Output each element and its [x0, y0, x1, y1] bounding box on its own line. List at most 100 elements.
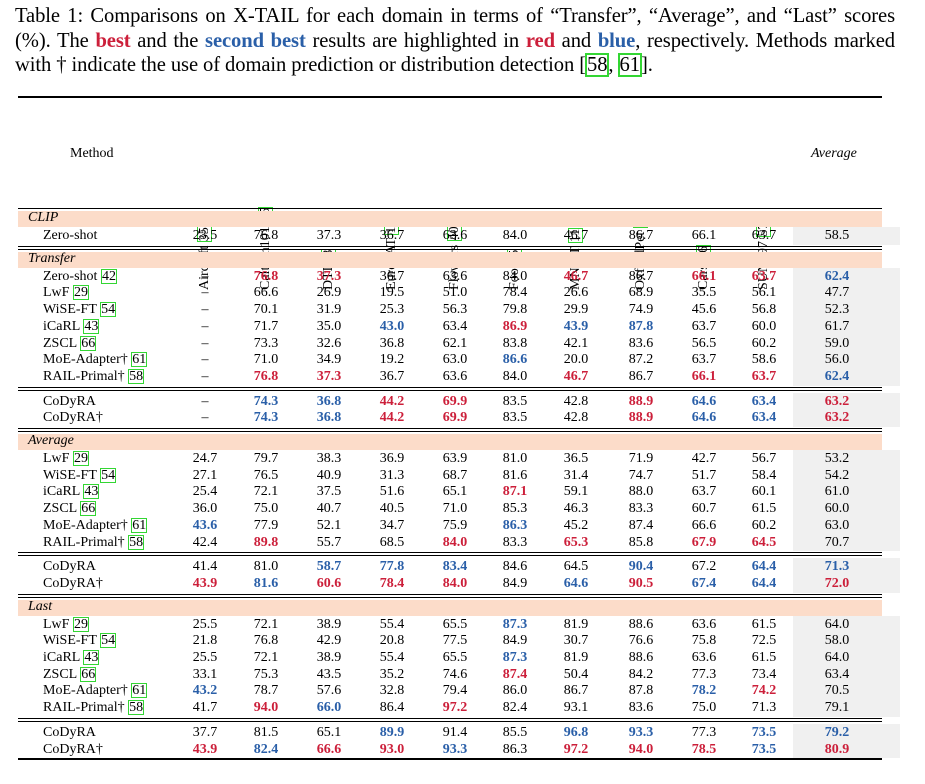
method-label: Zero-shot — [43, 228, 98, 243]
method-name: WiSE-FT 54 — [43, 467, 117, 484]
method-label: LwF — [43, 616, 70, 632]
citation-link[interactable]: 61 — [131, 683, 148, 699]
score-cell: 61.5 — [751, 650, 777, 665]
score-cell: 23.5 — [192, 228, 218, 243]
table-rule — [18, 245, 882, 247]
citation-link[interactable]: 29 — [72, 285, 89, 301]
citation-link[interactable]: 54 — [100, 633, 117, 649]
score-cell: 34.7 — [379, 517, 405, 533]
method-name: CoDyRA† — [43, 741, 103, 758]
score-cell: 43.9 — [563, 318, 589, 334]
score-cell: 73.5 — [751, 724, 777, 740]
score-cell: 68.9 — [628, 285, 654, 301]
score-cell: 58.4 — [751, 467, 777, 483]
score-cell: 86.7 — [563, 683, 589, 699]
citation-link[interactable]: 61 — [131, 352, 148, 368]
score-cell: 43.9 — [192, 741, 218, 757]
score-cell: 59.1 — [563, 484, 589, 500]
citation-link[interactable]: 43 — [83, 484, 100, 500]
dagger-mark: † — [120, 517, 128, 533]
score-cell: 40.7 — [316, 501, 342, 517]
table-row: MoE-Adapter† 61 43.6 77.9 52.1 34.7 75.9 86.3 4… — [18, 517, 882, 534]
citation-link[interactable]: 58 — [128, 368, 145, 384]
score-cell: 37.3 — [316, 228, 342, 243]
score-cell: 63.9 — [442, 451, 468, 466]
score-cell: 43.2 — [192, 683, 218, 699]
score-cell: 65.5 — [442, 616, 468, 632]
score-cell: 71.3 — [751, 700, 777, 716]
score-cell: 46.7 — [563, 368, 589, 384]
citation-link[interactable]: 66 — [80, 335, 97, 351]
average-column-band — [793, 450, 900, 552]
score-cell: 83.3 — [502, 534, 528, 550]
score-cell: 64.6 — [691, 393, 717, 409]
citation-link[interactable]: 43 — [83, 650, 100, 665]
score-cell: 71.0 — [442, 501, 468, 517]
average-cell: 62.4 — [824, 368, 850, 384]
dagger-mark: † — [95, 741, 103, 757]
score-cell: 74.2 — [751, 683, 777, 699]
score-cell: 43.6 — [192, 517, 218, 533]
score-cell: 86.3 — [502, 741, 528, 757]
score-cell: 69.9 — [442, 410, 468, 426]
score-cell: 20.8 — [379, 633, 405, 649]
score-cell: 85.5 — [502, 724, 528, 740]
score-cell: 76.8 — [253, 268, 279, 284]
average-cell: 80.9 — [824, 741, 850, 757]
dagger-mark: † — [95, 575, 103, 591]
average-cell: 70.5 — [824, 683, 850, 699]
score-cell: 56.5 — [691, 335, 717, 351]
score-cell: 76.8 — [253, 368, 279, 384]
score-cell: 83.5 — [502, 410, 528, 426]
table-row: MoE-Adapter† 61 – 71.0 34.9 19.2 63.0 86.6 20.0… — [18, 351, 882, 368]
method-label: MoE-Adapter — [43, 517, 121, 533]
method-label: WiSE-FT — [43, 633, 97, 649]
score-cell: 71.0 — [253, 352, 279, 368]
table-row: RAIL-Primal† 58 – 76.8 37.3 36.7 63.6 84.0 46.7… — [18, 368, 882, 385]
score-cell: 63.6 — [442, 228, 468, 243]
citation-link[interactable]: 58 — [128, 534, 145, 550]
score-cell: 25.5 — [192, 650, 218, 665]
score-cell: 38.9 — [316, 650, 342, 665]
table-row: RAIL-Primal† 58 42.4 89.8 55.7 68.5 84.0 83.3 6… — [18, 534, 882, 551]
citation-link[interactable]: 61 — [617, 53, 642, 78]
citation-link[interactable]: 29 — [72, 451, 89, 466]
citation-link[interactable]: 61 — [131, 517, 148, 533]
score-cell: 75.0 — [691, 700, 717, 716]
score-cell: 42.7 — [691, 451, 717, 466]
score-cell: 81.9 — [563, 650, 589, 665]
citation-link[interactable]: 54 — [100, 302, 117, 318]
score-cell: 32.8 — [379, 683, 405, 699]
table-rule — [18, 431, 882, 432]
citation-link[interactable]: 66 — [80, 666, 97, 682]
average-cell: 56.0 — [824, 352, 850, 368]
score-cell: 84.0 — [442, 534, 468, 550]
score-cell: – — [201, 335, 209, 351]
citation-link[interactable]: 29 — [72, 616, 89, 632]
citation-link[interactable]: 42 — [100, 268, 117, 284]
table-row: WiSE-FT 54 27.1 76.5 40.9 31.3 68.7 81.6 31.4 74… — [18, 467, 882, 484]
citation-link[interactable]: 43 — [83, 318, 100, 334]
table-rule — [18, 555, 882, 557]
score-cell: 38.9 — [316, 616, 342, 632]
score-cell: 66.1 — [691, 228, 717, 243]
table-row: MoE-Adapter† 61 43.2 78.7 57.6 32.8 79.4 86.0 8… — [18, 682, 882, 699]
score-cell: 63.7 — [691, 352, 717, 368]
score-cell: 63.7 — [691, 484, 717, 500]
citation-link[interactable]: 66 — [80, 501, 97, 517]
dagger-mark: † — [117, 368, 125, 384]
score-cell: 20.0 — [563, 352, 589, 368]
score-cell: 60.1 — [751, 484, 777, 500]
citation-link[interactable]: 58 — [584, 53, 610, 78]
table-rule — [18, 717, 882, 719]
citation-link[interactable]: 54 — [100, 467, 117, 483]
score-cell: 30.7 — [563, 633, 589, 649]
score-cell: 85.8 — [628, 534, 654, 550]
dagger-mark: † — [117, 534, 125, 550]
score-cell: 67.9 — [691, 534, 717, 550]
method-label: MoE-Adapter — [43, 683, 121, 699]
citation-link[interactable]: 58 — [128, 700, 145, 716]
score-cell: 29.9 — [563, 302, 589, 318]
score-cell: 87.8 — [628, 318, 654, 334]
score-cell: 58.6 — [751, 352, 777, 368]
